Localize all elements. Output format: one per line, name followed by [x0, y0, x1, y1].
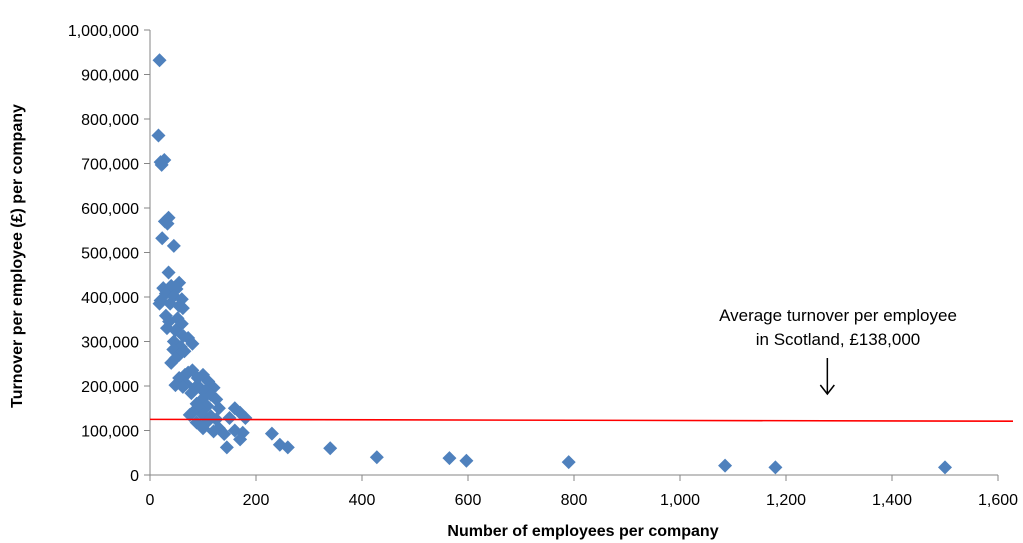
x-tick-label: 1,000	[660, 492, 700, 509]
y-tick-label: 400,000	[81, 290, 139, 307]
x-tick-label: 1,600	[978, 492, 1018, 509]
x-tick-label: 1,200	[766, 492, 806, 509]
average-reference-line	[149, 418, 1014, 422]
data-point	[190, 370, 205, 385]
data-point	[154, 157, 169, 172]
data-point	[151, 128, 166, 143]
data-point	[182, 407, 197, 422]
data-point	[561, 455, 576, 470]
data-point	[219, 440, 234, 455]
data-point	[185, 336, 200, 351]
data-point	[938, 460, 952, 475]
x-axis-title: Number of employees per company	[447, 523, 718, 540]
x-tick-label: 200	[243, 492, 270, 509]
data-point	[442, 451, 457, 466]
data-point	[161, 265, 176, 280]
x-tick-label: 800	[561, 492, 588, 509]
y-tick-label: 200,000	[81, 379, 139, 396]
data-point	[206, 424, 221, 439]
data-point	[196, 421, 210, 436]
data-point	[155, 231, 170, 246]
data-point	[211, 401, 226, 416]
data-point	[233, 432, 248, 447]
x-tick-label: 0	[146, 492, 155, 509]
y-tick-label: 300,000	[81, 335, 139, 352]
data-point	[160, 216, 175, 231]
y-tick-label: 700,000	[81, 157, 139, 174]
data-point	[217, 427, 232, 442]
data-point	[369, 450, 384, 465]
data-point	[184, 386, 199, 401]
y-tick-label: 0	[130, 468, 139, 485]
data-point	[323, 441, 338, 456]
y-axis-title: Turnover per employee (£) per company	[9, 104, 26, 408]
annotation-line2: in Scotland, £138,000	[756, 330, 920, 349]
x-tick-label: 1,400	[872, 492, 912, 509]
y-tick-label: 100,000	[81, 424, 139, 441]
data-points	[151, 53, 952, 475]
x-tick-label: 400	[349, 492, 376, 509]
data-point	[718, 458, 733, 473]
x-axis-ticks: 0 200 400 600 800 1,000 1,200 1,400 1,600	[146, 475, 1018, 509]
data-point	[459, 453, 474, 468]
y-tick-label: 1,000,000	[68, 23, 139, 40]
y-tick-label: 600,000	[81, 201, 139, 218]
annotation-line1: Average turnover per employee	[719, 306, 957, 325]
data-point	[166, 238, 181, 253]
data-point	[768, 460, 783, 475]
y-tick-label: 500,000	[81, 246, 139, 263]
y-tick-label: 800,000	[81, 112, 139, 129]
data-point	[175, 379, 190, 394]
data-point	[264, 426, 279, 441]
down-arrow-icon	[819, 358, 835, 396]
data-point	[176, 329, 191, 344]
y-axis-ticks: 0 100,000 200,000 300,000 400,000 500,000 600,…	[68, 23, 150, 485]
data-point	[152, 296, 167, 311]
data-point	[222, 411, 237, 426]
data-point	[175, 301, 190, 316]
data-point	[238, 411, 253, 426]
data-point	[280, 440, 295, 455]
data-point	[152, 53, 167, 68]
y-tick-label: 900,000	[81, 68, 139, 85]
data-point	[164, 355, 179, 370]
x-tick-label: 600	[455, 492, 482, 509]
